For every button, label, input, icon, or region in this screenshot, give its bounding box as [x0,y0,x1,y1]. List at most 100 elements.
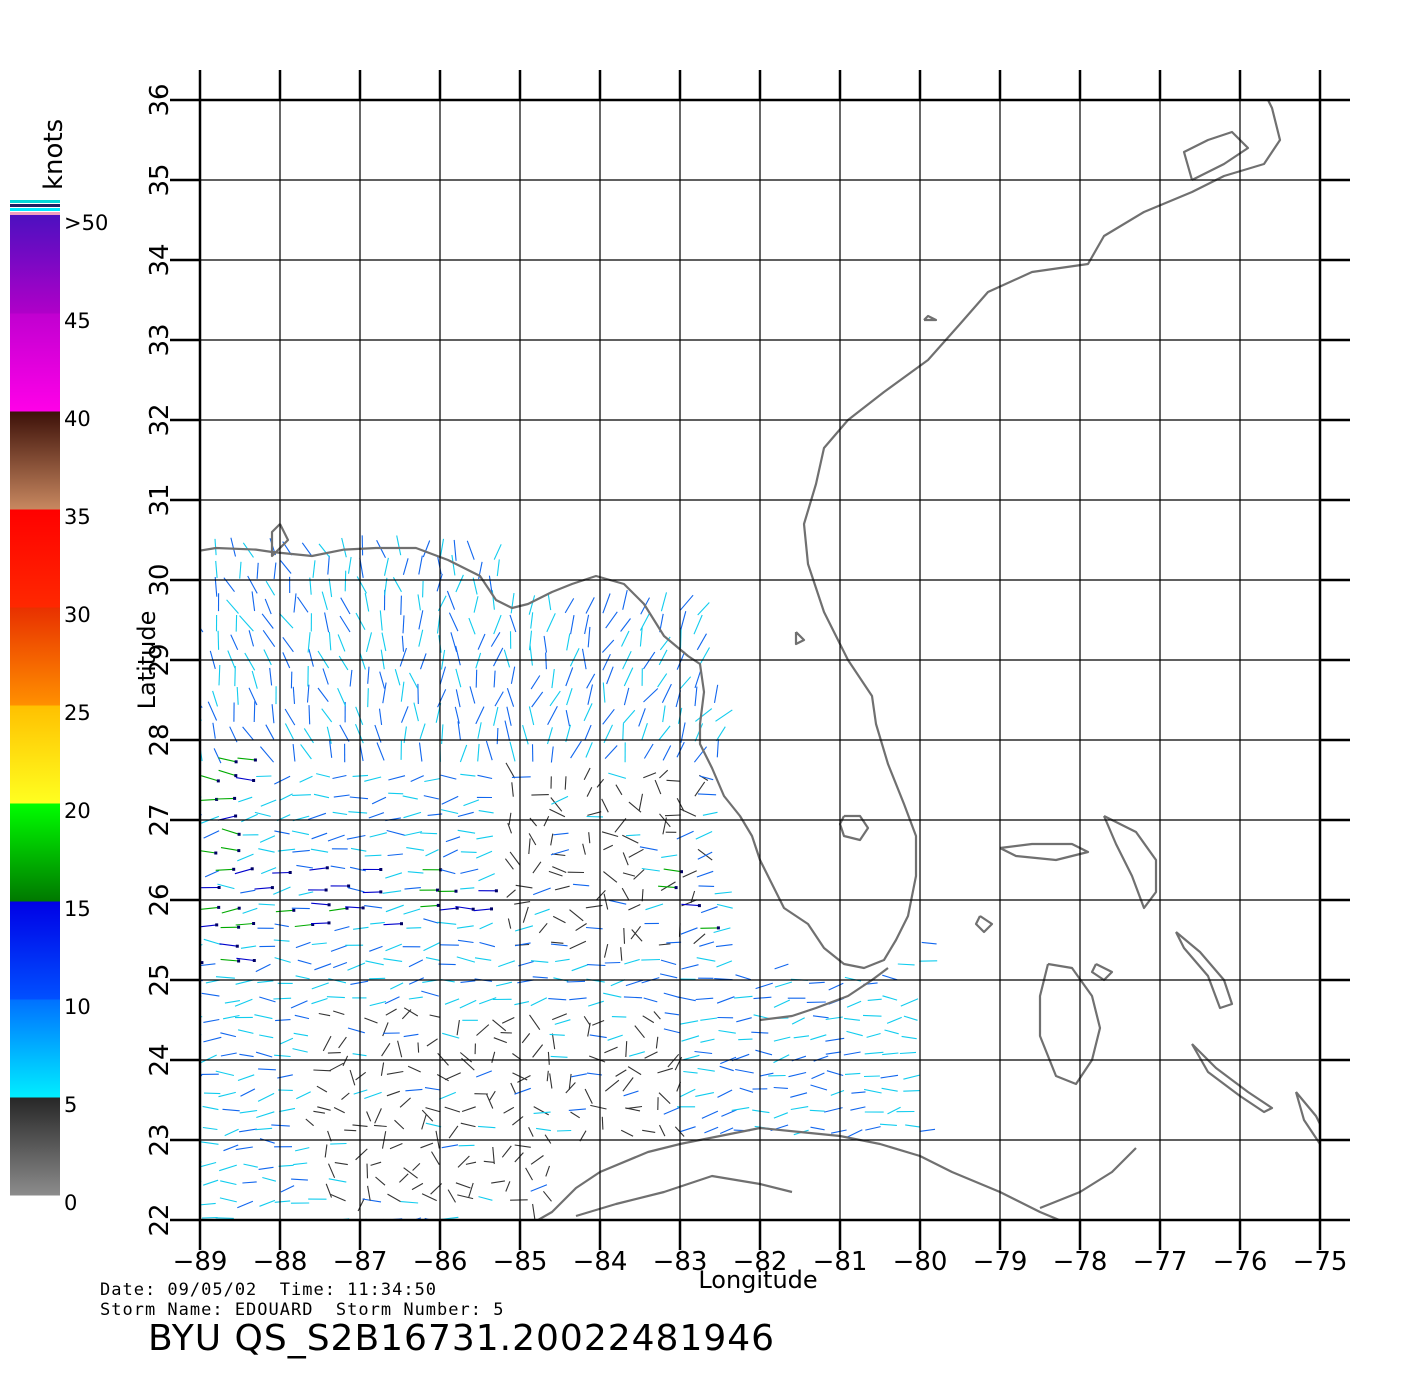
wind-vector [622,834,639,844]
wind-vector [658,649,668,666]
colorbar-label: 30 [64,603,91,627]
wind-vector [259,1222,273,1225]
wind-vector [530,1155,544,1165]
lon-tick-label: −87 [333,1247,388,1277]
wind-vector [631,929,643,942]
wind-vector [234,868,253,875]
wind-vector [518,960,534,967]
wind-vector [221,828,240,835]
wind-vector [277,848,296,852]
wind-vector [259,1138,275,1144]
wind-vector [702,811,718,816]
lon-tick-label: −77 [1133,1247,1188,1277]
wind-vector [366,1111,372,1122]
wind-vector [493,1037,507,1044]
lon-tick-label: −76 [1213,1247,1268,1277]
wind-vector [460,1223,474,1224]
wind-vector [444,998,460,1005]
wind-vector [332,811,348,816]
wind-vector [386,829,405,836]
wind-vector [478,873,495,882]
wind-vector [242,726,254,741]
wind-vector [639,627,643,647]
wind-vector [830,1129,847,1134]
wind-vector [589,1055,606,1063]
wind-vector [420,904,439,908]
wind-vector-origin [235,944,239,948]
wind-vector [530,997,548,1007]
wind-vector [506,688,515,707]
wind-vector [364,592,370,612]
wind-vector [511,776,531,778]
wind-vector-origin [233,796,237,800]
wind-vector [602,653,611,671]
wind-vector [588,832,591,844]
wind-vector [247,575,258,594]
wind-vector [298,891,314,896]
wind-vector [676,651,686,670]
wind-vector [549,690,561,707]
wind-vector-origin [234,774,238,778]
wind-vector [379,671,386,689]
wind-vector [634,1025,645,1039]
wind-vector [528,838,531,855]
wind-vector [373,1124,387,1128]
wind-vector [543,815,550,827]
wind-vector [257,980,274,984]
wind-vector [549,1073,553,1089]
wind-vector [551,1013,568,1021]
wind-vector [507,822,513,834]
wind-vector [639,846,658,851]
wind-vector-origin [252,959,256,962]
wind-vector [496,727,499,745]
wind-vector [204,870,220,878]
wind-vector [311,982,329,990]
wind-vector [475,850,493,859]
wind-vector [399,647,408,667]
wind-vector [552,915,566,924]
wind-vector [253,701,256,723]
wind-vector [408,977,425,985]
wind-vector [586,787,593,797]
lat-tick-label: 22 [145,1203,175,1236]
wind-vector-origin [674,886,678,890]
wind-vector [528,630,533,651]
wind-vector [603,893,609,910]
wind-vector [421,990,439,997]
wind-vector [439,907,458,911]
wind-vector [507,918,512,929]
wind-vector [457,829,476,834]
wind-vector [586,673,596,689]
wind-vector [788,1071,807,1078]
wind-vector [493,614,502,635]
wind-vector [494,691,504,707]
wind-vector [694,670,702,689]
wind-vector [565,667,574,687]
coastline-small3 [794,631,806,646]
wind-vector [203,1092,221,1095]
wind-vector [407,1065,421,1073]
wind-vector [341,537,347,558]
wind-vector [867,998,882,1001]
colorbar-band [10,901,60,1000]
wind-vector [421,1109,434,1122]
wind-vector [696,957,716,962]
wind-vector [509,614,517,633]
wind-vector [385,943,403,952]
wind-vector [240,945,257,949]
wind-vector [421,1114,427,1130]
wind-vector [272,871,291,874]
wind-vector [254,811,271,817]
wind-vector [400,1201,419,1204]
wind-vector [275,909,294,913]
wind-vector [182,865,200,868]
wind-vector [294,1147,310,1152]
wind-vector [493,706,499,726]
lat-tick-label: 27 [145,803,175,836]
wind-vector [274,1054,291,1058]
wind-vector [601,1116,604,1130]
wind-vector [311,997,328,1005]
wind-vector [550,1055,568,1058]
wind-vector [696,633,707,651]
wind-vector [418,629,424,647]
